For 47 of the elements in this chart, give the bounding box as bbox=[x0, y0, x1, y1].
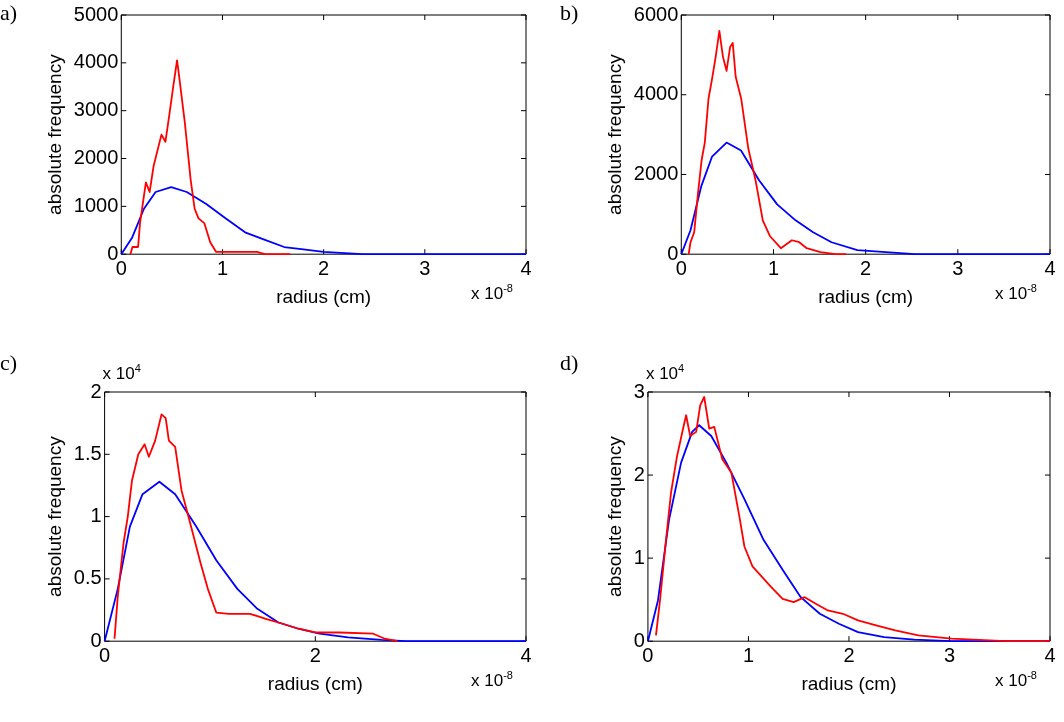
y-axis-title: absolute frequency bbox=[603, 53, 625, 215]
x-tick-label: 4 bbox=[520, 256, 532, 279]
x-tick-label: 3 bbox=[952, 256, 964, 279]
text: x 10$^{4}$ bbox=[645, 362, 685, 384]
x-tick-label: 2 bbox=[860, 256, 872, 279]
x-axis-title: radius (cm) bbox=[818, 285, 914, 307]
x-tick-label: 4 bbox=[1044, 256, 1056, 279]
x-tick-label: 3 bbox=[419, 256, 431, 279]
y-tick-label: 5000 bbox=[73, 2, 119, 25]
x-tick-label: 2 bbox=[843, 643, 855, 666]
y-tick-label: 4000 bbox=[73, 50, 119, 73]
x-tick-label: 1 bbox=[742, 643, 754, 666]
text: x 10$^{-8}$ bbox=[471, 282, 513, 304]
y-tick-label: 2 bbox=[633, 462, 645, 485]
y-axis-title: absolute frequency bbox=[43, 53, 65, 215]
x-tick-label: 2 bbox=[318, 256, 330, 279]
x-axis-title: radius (cm) bbox=[276, 285, 372, 307]
x-axis-title: radius (cm) bbox=[267, 672, 363, 694]
text: x 10$^{-8}$ bbox=[995, 282, 1037, 304]
y-tick-label: 0.5 bbox=[73, 566, 102, 589]
x-tick-label: 1 bbox=[216, 256, 229, 279]
y-tick-label: 3000 bbox=[73, 98, 119, 121]
x-tick-label: 4 bbox=[520, 643, 532, 666]
text: x 10$^{-8}$ bbox=[471, 669, 513, 691]
y-tick-label: 6000 bbox=[633, 2, 679, 25]
y-axis-title: absolute frequency bbox=[603, 435, 625, 597]
y-tick-label: 1.5 bbox=[73, 441, 102, 464]
x-tick-label: 2 bbox=[309, 643, 321, 666]
x-tick-label: 3 bbox=[943, 643, 956, 666]
chart-title: b) bbox=[560, 0, 579, 26]
y-tick-label: 2 bbox=[90, 379, 102, 402]
y-tick-label: 1 bbox=[90, 504, 102, 527]
chart-title: a) bbox=[0, 0, 18, 26]
y-tick-label: 1 bbox=[633, 545, 645, 568]
y-tick-label: 1000 bbox=[73, 193, 119, 216]
text: x 10$^{-8}$ bbox=[995, 669, 1037, 691]
x-axis-title: radius (cm) bbox=[801, 672, 897, 694]
y-tick-label: 4000 bbox=[633, 82, 679, 105]
x-tick-label: 1 bbox=[767, 256, 780, 279]
chart-title: d) bbox=[560, 350, 579, 376]
y-tick-label: 3 bbox=[633, 379, 645, 402]
y-axis-title: absolute frequency bbox=[43, 435, 65, 597]
y-tick-label: 2000 bbox=[73, 146, 119, 169]
chart-title: c) bbox=[0, 350, 18, 376]
text: x 10$^{4}$ bbox=[102, 362, 141, 384]
y-tick-label: 2000 bbox=[633, 161, 679, 184]
x-tick-label: 4 bbox=[1044, 643, 1056, 666]
